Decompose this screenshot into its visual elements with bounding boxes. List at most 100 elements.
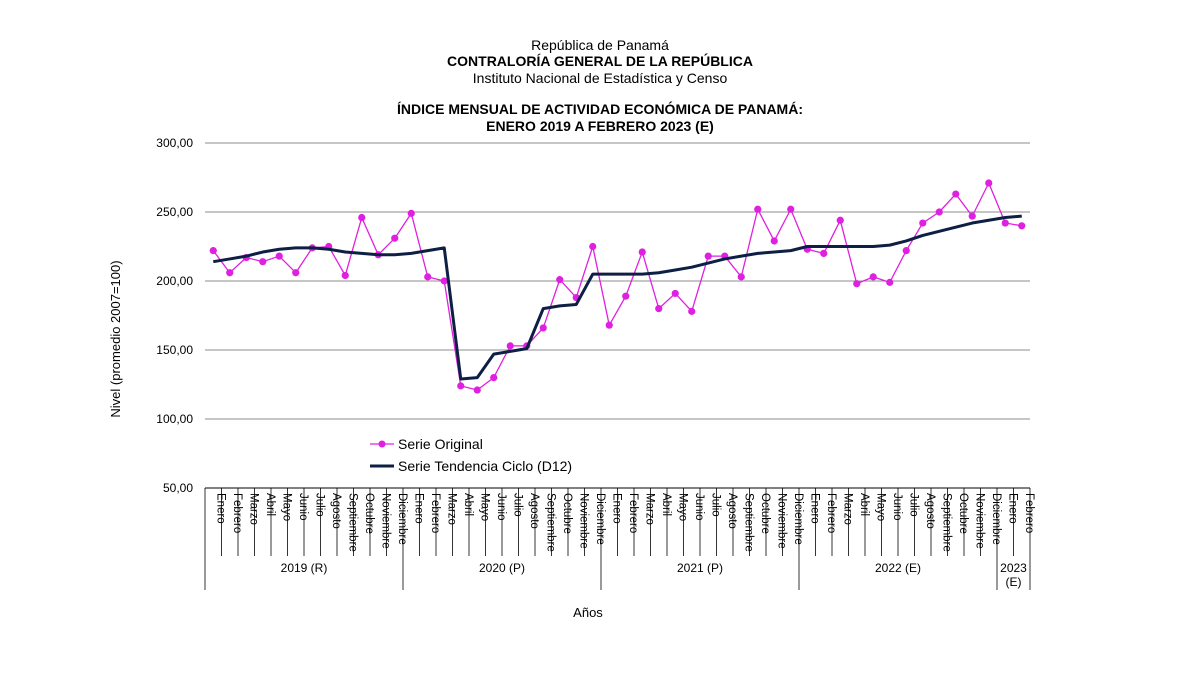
series-layer	[209, 179, 1026, 394]
original-series-point	[1018, 222, 1026, 230]
original-series-point	[655, 305, 663, 313]
x-month-label: Junio	[297, 493, 309, 521]
x-month-label: Agosto	[528, 493, 540, 529]
x-month-label: Abril	[462, 493, 474, 516]
header-contraloria: CONTRALORÍA GENERAL DE LA REPÚBLICA	[447, 53, 753, 69]
legend-trend-label: Serie Tendencia Ciclo (D12)	[398, 458, 572, 474]
x-month-label: Febrero	[825, 493, 837, 533]
original-series-point	[671, 289, 679, 298]
original-series-point	[1001, 219, 1009, 227]
x-month-label: Abril	[264, 493, 276, 516]
legend: Serie Original Serie Tendencia Ciclo (D1…	[370, 436, 572, 474]
x-year-label: 2020 (P)	[479, 561, 525, 575]
x-month-label: Febrero	[1023, 493, 1035, 533]
chart-title: ÍNDICE MENSUAL DE ACTIVIDAD ECONÓMICA DE…	[396, 101, 803, 117]
x-month-label: Octubre	[759, 493, 771, 534]
original-series-point	[853, 280, 861, 288]
original-series-point	[754, 205, 762, 213]
x-month-label: Septiembre	[544, 493, 556, 552]
y-tick-label: 250,00	[156, 205, 193, 219]
original-series-point	[341, 271, 349, 280]
original-series-point	[440, 277, 448, 285]
original-series-point	[737, 273, 745, 281]
x-month-label: Septiembre	[742, 493, 754, 552]
x-month-label: Febrero	[429, 493, 441, 533]
original-series-point	[457, 382, 465, 390]
x-year-label: 2021 (P)	[677, 561, 723, 575]
x-month-label: Julio	[709, 493, 721, 517]
legend-original-label: Serie Original	[398, 436, 483, 452]
original-series-point	[259, 258, 267, 266]
x-month-label: Mayo	[874, 493, 886, 521]
header-institute: Instituto Nacional de Estadística y Cens…	[472, 70, 728, 86]
x-month-label: Noviembre	[973, 493, 985, 549]
original-series-point	[275, 252, 283, 260]
original-series-point	[539, 324, 547, 332]
original-series-point	[556, 276, 564, 284]
original-series-point	[869, 273, 877, 281]
x-month-label: Septiembre	[940, 493, 952, 552]
x-month-label: Enero	[1006, 493, 1018, 524]
x-year-label: 2019 (R)	[281, 561, 328, 575]
x-month-label: Diciembre	[396, 493, 408, 545]
x-month-label: Febrero	[231, 493, 243, 533]
original-series-point	[209, 247, 217, 255]
x-month-label: Mayo	[676, 493, 688, 521]
x-month-label: Febrero	[627, 493, 639, 533]
original-series-point	[589, 242, 597, 251]
original-series-point	[968, 212, 976, 220]
original-series-point	[787, 205, 795, 213]
header-republic: República de Panamá	[531, 37, 669, 53]
x-month-label: Agosto	[330, 493, 342, 529]
x-month-label: Diciembre	[594, 493, 606, 545]
x-month-label: Marzo	[247, 493, 259, 525]
original-series-point	[605, 321, 613, 329]
legend-original-marker	[378, 440, 386, 448]
x-month-label: Enero	[808, 493, 820, 524]
original-series-point	[473, 386, 481, 394]
y-axis-label: Nivel (promedio 2007=100)	[108, 260, 123, 417]
x-month-label: Agosto	[726, 493, 738, 529]
x-month-label: Diciembre	[990, 493, 1002, 545]
x-month-label: Julio	[907, 493, 919, 517]
chart-subtitle: ENERO 2019 A FEBRERO 2023 (E)	[486, 118, 714, 134]
x-year-label: 2023 (E)	[1000, 561, 1027, 589]
x-month-label: Junio	[891, 493, 903, 521]
x-month-label: Octubre	[957, 493, 969, 534]
original-series-point	[985, 179, 993, 187]
original-series-point	[902, 247, 910, 255]
x-month-label: Julio	[313, 493, 325, 517]
x-month-label: Octubre	[363, 493, 375, 534]
grid-lines	[205, 142, 1030, 420]
y-tick-label: 50,00	[163, 481, 193, 495]
x-month-label: Diciembre	[792, 493, 804, 545]
x-axis: Enero Febrero Marzo Abril Mayo Junio Julio Agos…	[204, 487, 1035, 590]
x-month-label: Marzo	[643, 493, 655, 525]
original-series-point	[688, 307, 696, 315]
x-month-label: Marzo	[841, 493, 853, 525]
x-month-label: Noviembre	[577, 493, 589, 549]
x-month-label: Mayo	[478, 493, 490, 521]
x-month-label: Agosto	[924, 493, 936, 529]
original-series-line	[212, 182, 1022, 391]
original-series-point	[935, 208, 943, 216]
x-month-label: Marzo	[445, 493, 457, 525]
original-series-point	[506, 342, 514, 350]
original-series-point	[622, 292, 630, 300]
original-series-point	[836, 216, 844, 224]
x-month-label: Octubre	[561, 493, 573, 534]
original-series-point	[292, 269, 300, 277]
original-series-point	[886, 278, 894, 286]
y-tick-label: 150,00	[156, 343, 193, 357]
x-month-label: Noviembre	[775, 493, 787, 549]
x-year-label: 2022 (E)	[875, 561, 921, 575]
x-month-label: Abril	[858, 493, 870, 516]
original-series-point	[820, 249, 828, 257]
x-month-label: Mayo	[280, 493, 292, 521]
original-series-point	[638, 248, 646, 256]
y-tick-label: 200,00	[156, 274, 193, 288]
y-tick-label: 300,00	[156, 136, 193, 150]
original-series-point	[424, 273, 432, 281]
original-series-point	[770, 237, 778, 245]
x-month-label: Junio	[693, 493, 705, 521]
